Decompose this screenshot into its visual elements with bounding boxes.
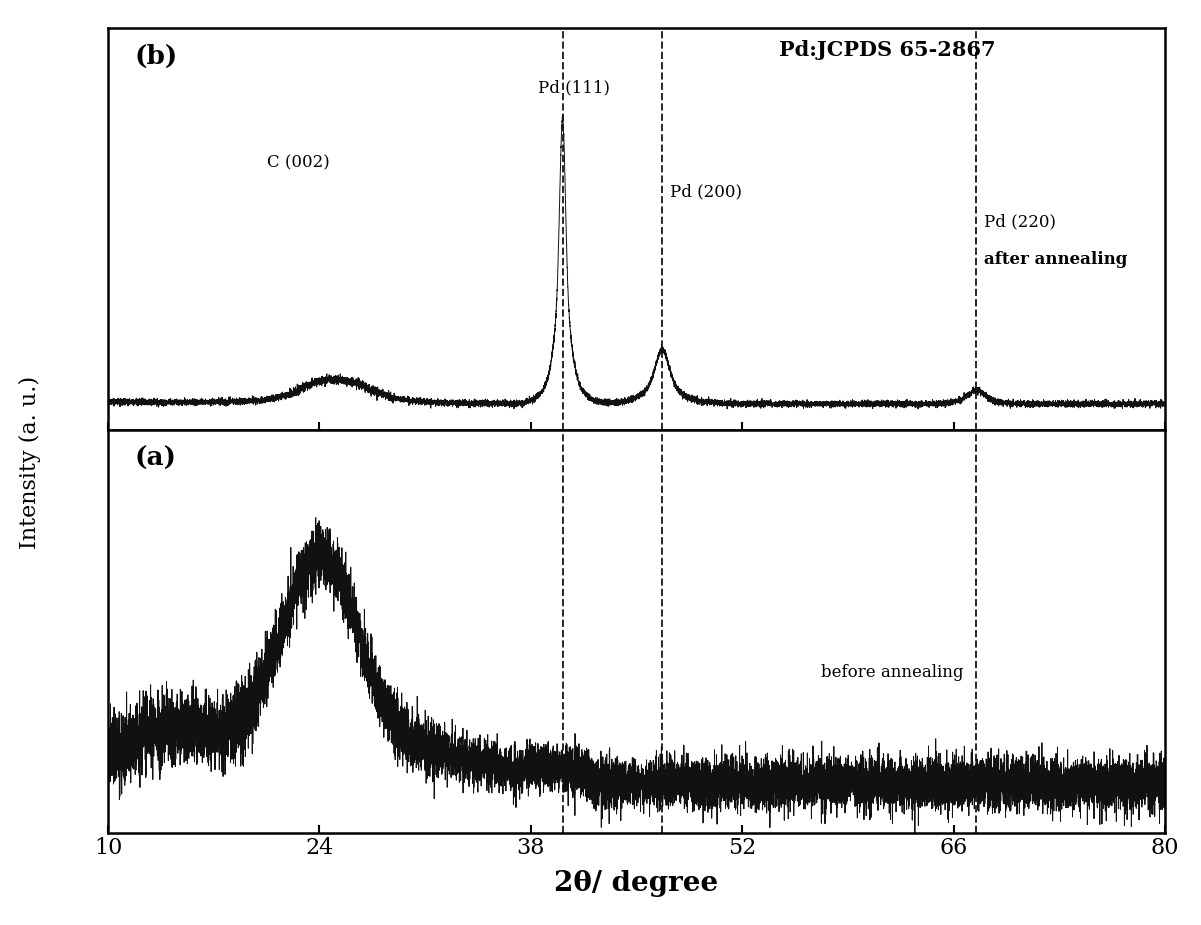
Text: Pd (111): Pd (111)	[538, 79, 610, 96]
Text: Pd:JCPDS 65-2867: Pd:JCPDS 65-2867	[779, 40, 996, 60]
Text: Pd (200): Pd (200)	[670, 184, 742, 201]
Text: (a): (a)	[135, 446, 177, 471]
Text: (b): (b)	[135, 43, 178, 68]
Text: C (002): C (002)	[267, 154, 329, 172]
X-axis label: 2θ/ degree: 2θ/ degree	[555, 870, 718, 897]
Text: after annealing: after annealing	[984, 251, 1128, 268]
Text: Intensity (a. u.): Intensity (a. u.)	[19, 376, 41, 549]
Text: Pd (220): Pd (220)	[984, 213, 1056, 230]
Text: before annealing: before annealing	[821, 663, 964, 681]
